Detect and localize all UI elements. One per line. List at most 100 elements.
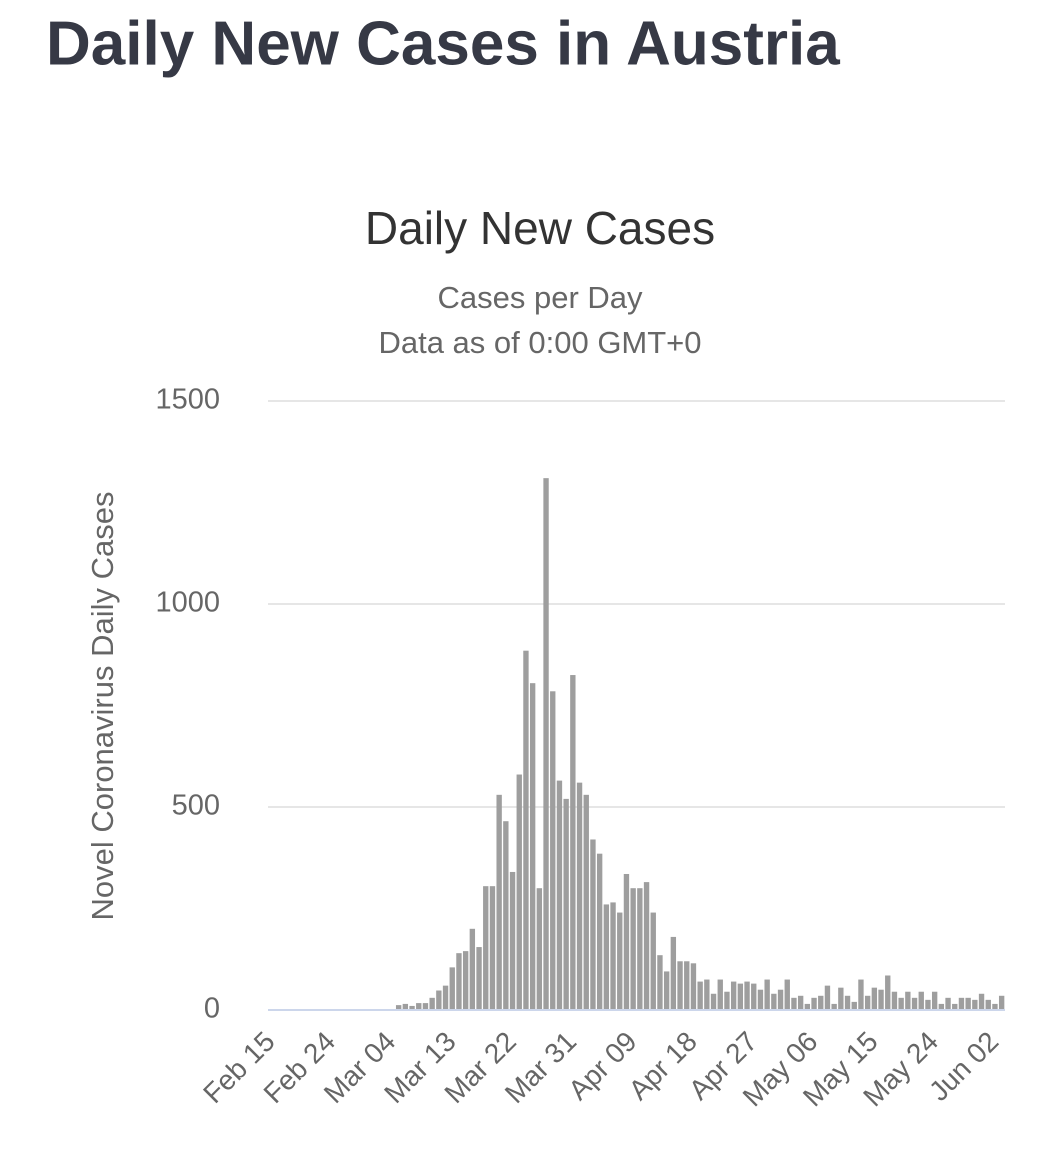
bar xyxy=(402,1003,409,1010)
bar xyxy=(885,975,891,1010)
bar xyxy=(529,683,536,1010)
chart-title: Daily New Cases xyxy=(365,202,715,254)
bar xyxy=(737,983,744,1010)
bar xyxy=(784,979,790,1010)
bar xyxy=(677,961,683,1010)
bar xyxy=(630,888,636,1010)
bar xyxy=(978,993,985,1010)
bar xyxy=(938,1003,945,1010)
bar xyxy=(918,991,924,1010)
bar xyxy=(824,985,831,1010)
bar xyxy=(690,963,697,1010)
bar xyxy=(550,691,556,1010)
bar xyxy=(617,912,623,1010)
bar xyxy=(958,997,965,1010)
bar xyxy=(670,936,677,1010)
bar xyxy=(764,979,770,1010)
bar xyxy=(952,1003,958,1010)
bar xyxy=(724,991,730,1010)
bar xyxy=(416,1003,422,1010)
bar xyxy=(509,871,516,1010)
bar xyxy=(516,774,522,1010)
bar xyxy=(891,991,898,1010)
bar xyxy=(864,995,871,1010)
chart-subtitle: Cases per Day xyxy=(437,280,643,315)
bar xyxy=(757,989,764,1010)
bar xyxy=(643,882,650,1010)
bar xyxy=(697,981,703,1010)
bar xyxy=(543,478,549,1010)
bar xyxy=(603,904,610,1010)
bar xyxy=(985,999,991,1010)
bar xyxy=(556,780,563,1010)
bar xyxy=(811,997,817,1010)
bar xyxy=(838,987,844,1010)
bar xyxy=(844,995,851,1010)
bar xyxy=(610,902,616,1010)
bar xyxy=(637,888,643,1010)
bar xyxy=(469,928,476,1010)
bar xyxy=(945,997,951,1010)
bar xyxy=(442,985,449,1010)
bar xyxy=(818,995,824,1010)
bar xyxy=(710,993,717,1010)
y-tick-label: 1500 xyxy=(155,384,220,416)
bar xyxy=(797,995,804,1010)
y-tick-label: 1000 xyxy=(155,587,220,619)
x-tick-label: Apr 09 xyxy=(562,1026,642,1106)
bar xyxy=(503,821,509,1010)
bar xyxy=(717,979,723,1010)
bar xyxy=(449,967,455,1010)
bar xyxy=(436,990,442,1010)
x-tick-label: Apr 18 xyxy=(623,1026,703,1106)
bar xyxy=(489,886,496,1010)
bar xyxy=(596,853,603,1010)
bar xyxy=(395,1005,402,1010)
bar xyxy=(623,873,630,1010)
bar xyxy=(804,1003,811,1010)
bar xyxy=(751,983,757,1010)
bar xyxy=(771,993,777,1010)
bar xyxy=(878,989,884,1010)
bar xyxy=(476,947,482,1010)
bar xyxy=(791,997,797,1010)
bar xyxy=(422,1003,429,1010)
bar xyxy=(777,989,784,1010)
page-title: Daily New Cases in Austria xyxy=(46,9,840,78)
y-axis-label: Novel Coronavirus Daily Cases xyxy=(85,492,120,921)
bar xyxy=(657,955,663,1010)
bar xyxy=(851,1001,857,1010)
bar xyxy=(831,1003,837,1010)
y-tick-label: 0 xyxy=(204,993,220,1025)
bar xyxy=(462,951,469,1010)
bar xyxy=(523,650,529,1010)
bar xyxy=(858,979,864,1010)
bar xyxy=(684,961,690,1010)
bar xyxy=(965,997,971,1010)
bar xyxy=(590,839,596,1010)
bar xyxy=(536,888,543,1010)
y-tick-label: 500 xyxy=(172,790,220,822)
bar xyxy=(905,991,911,1010)
bar xyxy=(911,997,918,1010)
bar xyxy=(583,794,589,1010)
bar xyxy=(663,971,670,1010)
bar xyxy=(650,912,656,1010)
x-tick-label: Jun 02 xyxy=(923,1026,1004,1107)
bar xyxy=(730,981,737,1010)
bar xyxy=(898,997,904,1010)
bar xyxy=(429,997,435,1010)
bar xyxy=(998,995,1005,1010)
bar xyxy=(704,979,710,1010)
bar xyxy=(576,782,583,1010)
bar xyxy=(992,1003,998,1010)
bar xyxy=(483,886,489,1010)
bar xyxy=(972,999,978,1010)
bar xyxy=(456,953,462,1010)
bar xyxy=(563,798,569,1010)
bar xyxy=(496,794,502,1010)
bar xyxy=(744,981,750,1010)
bar xyxy=(409,1005,415,1010)
